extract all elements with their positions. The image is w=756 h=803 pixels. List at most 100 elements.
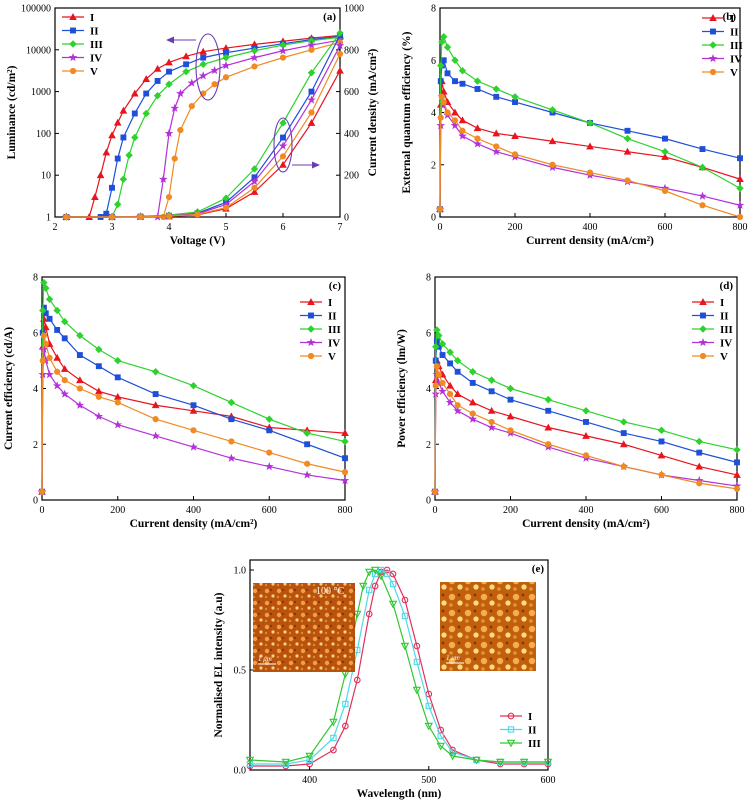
series-line [41,282,346,492]
data-point [657,426,666,435]
data-point [109,184,115,191]
data-point [279,119,287,127]
data-point [61,335,68,342]
data-point [400,642,410,651]
y-tick-label: 100000 [21,4,51,15]
legend-entry-IV: IV [702,54,742,66]
data-point [304,441,311,448]
data-point [182,52,190,60]
data-point [436,206,444,213]
x-axis-label: Wavelength (nm) [357,788,442,800]
data-point [46,315,53,322]
data-point [108,131,116,139]
data-point [473,77,482,85]
data-point [305,752,314,761]
current-group-ellipse [273,117,293,173]
data-point [222,53,230,62]
legend-entry-II: II [692,311,729,323]
data-point [341,469,349,476]
legend-entry-IV: IV [692,338,732,350]
series-III [245,566,553,767]
legend-entry-I: I [500,711,532,723]
legend-marker [699,352,707,360]
data-point [165,80,173,88]
data-point [61,317,69,326]
x-tick-label: 800 [730,505,745,516]
data-point [39,357,46,364]
data-point [468,414,478,423]
legend-label: II [90,26,99,38]
data-point [153,91,162,100]
legend-label: II [528,725,537,737]
data-point [544,395,552,404]
data-point [308,88,315,95]
data-point [137,213,144,220]
legend-label: II [730,27,739,39]
series-line [66,41,341,218]
data-point [661,187,669,194]
data-point [250,53,259,62]
x-tick-label: 600 [658,222,673,233]
series-line [41,318,346,492]
data-point [336,50,344,58]
data-point [359,582,368,591]
data-point [114,356,122,365]
data-point [439,87,448,95]
data-point [448,752,457,761]
data-point [661,152,669,160]
data-point [227,453,236,462]
data-point [459,127,466,134]
y-tick-label: 2 [431,160,436,171]
legend-label: V [328,351,336,363]
data-point [412,686,422,695]
data-point [251,63,258,70]
series-I [431,356,741,495]
data-point [425,702,432,710]
data-point [543,758,553,767]
series-IV [62,41,345,221]
series-line [249,569,548,763]
data-point [696,449,703,456]
legend-entry-III: III [300,324,341,336]
data-point [279,153,287,160]
data-point [507,396,514,403]
data-point [210,65,219,75]
panel-b: 0 200 400 600 800 0 2 4 6 8 Current density (mA/cm… [401,4,748,248]
legend-entry-III: III [62,39,103,51]
series-line [41,349,346,492]
legend-label: IV [328,338,340,350]
data-point [303,429,311,437]
legend-label: IV [730,54,742,66]
data-point [60,365,69,372]
data-point [222,204,230,211]
data-point [453,356,462,365]
data-point [662,135,668,142]
data-point [695,462,704,470]
data-point [342,700,349,708]
data-point [336,66,344,74]
data-point [151,368,160,376]
legend-label: III [528,738,541,750]
panel-label: (b) [723,11,737,23]
data-point [125,151,133,159]
data-point [221,61,231,70]
data-point [545,407,552,414]
data-point [42,284,50,292]
series-line [439,58,741,210]
data-point [306,756,313,764]
data-point [280,134,286,141]
data-point [506,412,515,420]
legend-marker [709,68,717,76]
data-point [435,371,442,378]
y-tick-label: 1.0 [234,566,247,577]
data-point [306,760,313,768]
x-tick-label: 200 [110,505,125,516]
data-point [737,155,743,162]
legend-entry-III: III [692,324,733,336]
data-point [38,488,46,495]
data-point [548,137,557,145]
data-point [437,61,445,70]
series-line [439,81,741,210]
data-point [103,210,110,217]
